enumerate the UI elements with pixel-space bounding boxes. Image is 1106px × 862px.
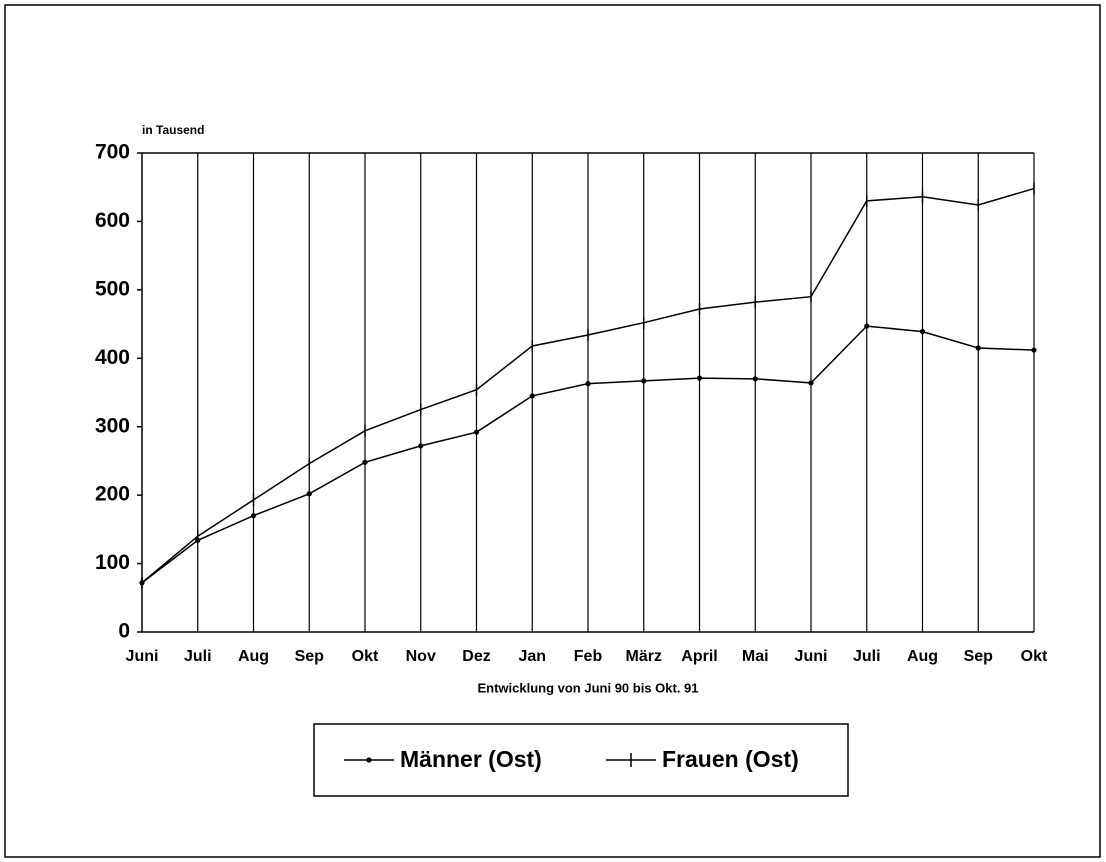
x-tick-label: Juli (853, 648, 881, 665)
point (1031, 347, 1037, 353)
point (250, 513, 257, 519)
x-tick-label: Juni (126, 648, 159, 665)
point (473, 429, 480, 435)
x-axis-label: Entwicklung von Juni 90 bis Okt. 91 (477, 680, 698, 695)
y-tick-label: 0 (118, 620, 130, 643)
point (975, 345, 981, 351)
point (641, 378, 647, 384)
x-tick-label: Juni (795, 648, 828, 665)
x-tick-label: Jan (518, 648, 546, 665)
x-tick-label: Sep (295, 648, 325, 665)
point (696, 375, 703, 381)
point (306, 491, 312, 497)
outer-frame (4, 4, 1101, 858)
point (362, 459, 368, 465)
x-tick-label: Juli (184, 648, 212, 665)
point (864, 323, 870, 329)
y-tick-label: 500 (95, 277, 130, 300)
x-tick-label: Mai (742, 648, 769, 665)
x-tick-label: Aug (907, 648, 938, 665)
x-tick-label: Okt (1021, 648, 1048, 665)
x-tick-label: Okt (352, 648, 379, 665)
legend-marker (366, 757, 372, 763)
point (808, 380, 814, 386)
y-axis-label: in Tausend (142, 123, 204, 137)
x-tick-label: März (626, 648, 662, 665)
y-tick-label: 200 (95, 483, 130, 506)
legend-label: Männer (Ost) (400, 746, 542, 772)
x-tick-label: Sep (964, 648, 994, 665)
point (529, 393, 535, 399)
y-tick-label: 600 (95, 209, 130, 232)
point (919, 328, 926, 335)
point (585, 381, 591, 387)
point (752, 376, 758, 382)
y-tick-label: 400 (95, 346, 130, 369)
x-tick-label: Aug (238, 648, 269, 665)
y-tick-label: 300 (95, 414, 130, 437)
x-tick-label: Dez (462, 648, 490, 665)
x-tick-label: Feb (574, 648, 603, 665)
legend-label: Frauen (Ost) (662, 746, 799, 772)
y-tick-label: 100 (95, 551, 130, 574)
x-tick-label: April (681, 648, 717, 665)
y-tick-label: 700 (95, 141, 130, 164)
point (418, 443, 424, 449)
legend-box (313, 723, 849, 797)
x-tick-label: Nov (406, 648, 436, 665)
